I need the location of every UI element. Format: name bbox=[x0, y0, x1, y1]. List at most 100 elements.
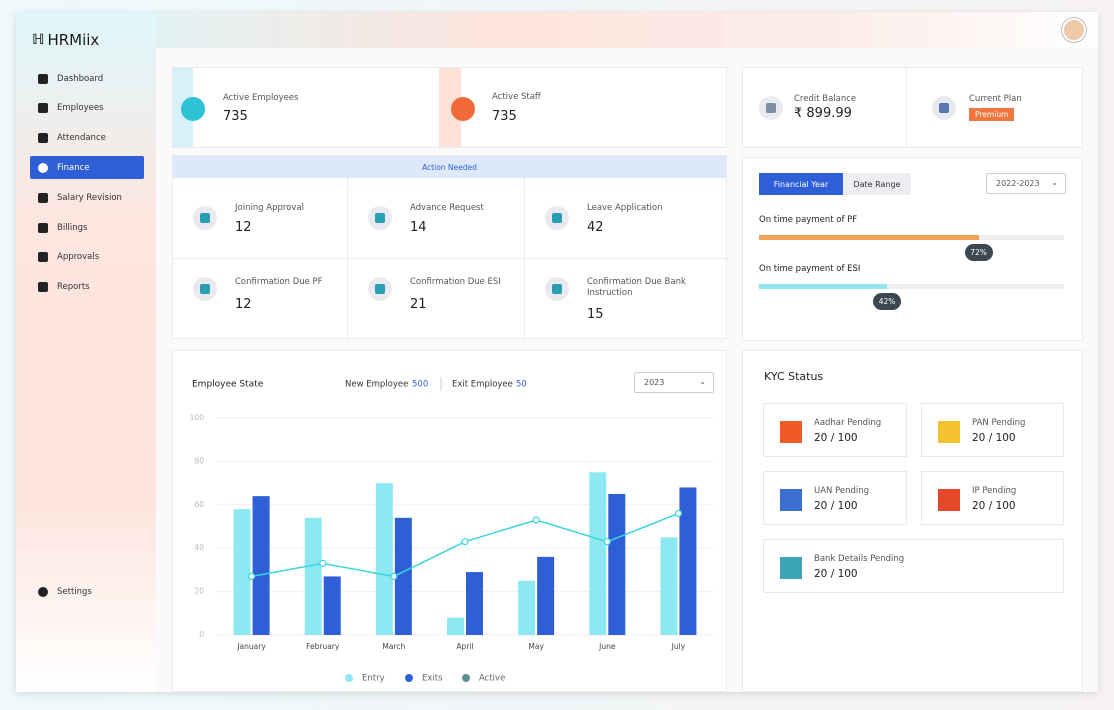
action-value: 42 bbox=[587, 220, 604, 235]
bar-label: On time payment of ESI bbox=[759, 264, 861, 274]
y-tick-label: 60 bbox=[194, 500, 204, 509]
y-tick-label: 20 bbox=[194, 587, 204, 596]
select-value: 2022-2023 bbox=[996, 179, 1040, 188]
sidebar bbox=[16, 12, 156, 692]
bar-track bbox=[759, 284, 1064, 289]
nav-item[interactable]: Attendance bbox=[30, 127, 144, 150]
progress-bar bbox=[759, 284, 888, 289]
x-tick-label: March bbox=[382, 642, 405, 651]
chart-title: Employee State bbox=[192, 380, 264, 390]
avatar[interactable] bbox=[1062, 18, 1086, 42]
legend-marker bbox=[462, 674, 470, 682]
bar bbox=[394, 517, 412, 635]
accent bbox=[439, 68, 461, 147]
action-card[interactable]: Confirmation Due ESI 21 bbox=[348, 258, 525, 338]
legend-label: Active bbox=[479, 674, 505, 684]
nav-label: Reports bbox=[57, 282, 90, 293]
top-bar bbox=[16, 12, 1098, 48]
bar bbox=[679, 487, 697, 635]
bar bbox=[518, 580, 536, 635]
kyc-card[interactable]: Bank Details Pending 20 / 100 bbox=[763, 539, 1064, 593]
icon bbox=[193, 277, 217, 301]
year-select[interactable]: 2022-2023 ⌄ bbox=[986, 173, 1066, 194]
kyc-value: 20 / 100 bbox=[972, 500, 1016, 512]
point bbox=[461, 538, 469, 546]
nav-label: Attendance bbox=[57, 133, 106, 144]
bar bbox=[375, 483, 393, 635]
kyc-card[interactable]: PAN Pending 20 / 100 bbox=[921, 403, 1064, 457]
divider bbox=[906, 68, 907, 147]
logo[interactable]: ℍ HRMiix bbox=[32, 31, 99, 49]
kyc-label: PAN Pending bbox=[972, 418, 1026, 428]
bar bbox=[608, 493, 626, 635]
icon bbox=[193, 206, 217, 230]
nav-item[interactable]: Billings bbox=[30, 216, 144, 239]
tab[interactable]: Financial Year bbox=[759, 173, 843, 195]
chart-select[interactable]: 2023 ⌄ bbox=[634, 372, 714, 393]
bar bbox=[447, 617, 464, 635]
action-panel: Action Needed Joining Approval 12 Advance … bbox=[172, 155, 728, 339]
kyc-logo bbox=[938, 489, 960, 511]
action-card[interactable]: Confirmation Due PF 12 bbox=[173, 258, 348, 338]
kyc-label: UAN Pending bbox=[814, 486, 870, 496]
kyc-card[interactable]: Aadhar Pending 20 / 100 bbox=[763, 403, 907, 457]
action-label: Confirmation Due PF bbox=[235, 277, 323, 287]
legend-marker bbox=[345, 674, 353, 682]
point bbox=[390, 572, 398, 581]
x-tick-label: January bbox=[236, 642, 266, 651]
x-tick-label: April bbox=[456, 642, 473, 651]
nav-item[interactable]: Employees bbox=[30, 97, 144, 120]
bar bbox=[537, 556, 555, 635]
payments-panel: Financial Year Date Range 2022-2023 ⌄ On … bbox=[742, 157, 1083, 341]
x-tick-label: July bbox=[671, 642, 686, 651]
action-value: 14 bbox=[410, 220, 427, 235]
point bbox=[247, 572, 256, 581]
icon bbox=[368, 277, 392, 301]
y-tick-label: 100 bbox=[190, 413, 205, 422]
nav-item[interactable]: Approvals bbox=[30, 246, 144, 269]
kyc-logo bbox=[780, 557, 802, 579]
kyc-logo bbox=[780, 489, 802, 511]
nav-label: Dashboard bbox=[57, 73, 104, 84]
tab[interactable]: Date Range bbox=[843, 173, 911, 195]
icon bbox=[932, 96, 956, 120]
action-card[interactable]: Advance Request 14 bbox=[348, 178, 525, 258]
action-label: Confirmation Due Bank Instruction bbox=[587, 277, 686, 298]
action-card[interactable]: Joining Approval 12 bbox=[173, 178, 348, 258]
y-tick-label: 40 bbox=[194, 543, 204, 552]
point bbox=[603, 538, 611, 546]
y-tick-label: 80 bbox=[194, 456, 204, 465]
select-value: 2023 bbox=[644, 378, 665, 387]
point bbox=[532, 516, 540, 524]
x-tick-label: June bbox=[598, 642, 616, 651]
nav-label: Settings bbox=[57, 586, 92, 597]
credit-value: ₹ 899.99 bbox=[794, 106, 852, 121]
kyc-label: IP Pending bbox=[972, 486, 1017, 496]
action-card[interactable]: Confirmation Due Bank Instruction 15 bbox=[525, 258, 728, 338]
summary-value: 50 bbox=[516, 380, 527, 390]
stat-label: Active Staff bbox=[492, 92, 541, 102]
icon bbox=[545, 206, 569, 230]
legend-label: Exits bbox=[422, 674, 443, 684]
nav-label: Approvals bbox=[57, 252, 100, 263]
action-label: Confirmation Due ESI bbox=[410, 277, 501, 287]
action-value: 12 bbox=[235, 297, 252, 312]
bar bbox=[252, 496, 270, 635]
nav-label: Employees bbox=[57, 103, 104, 114]
nav-item[interactable]: Salary Revision bbox=[30, 186, 144, 209]
nav-label: Salary Revision bbox=[57, 192, 122, 203]
bar-value: 72% bbox=[964, 244, 993, 261]
bar bbox=[660, 537, 678, 635]
kyc-title: KYC Status bbox=[764, 370, 824, 383]
nav-settings[interactable]: Settings bbox=[30, 580, 144, 603]
icon bbox=[545, 277, 569, 301]
kyc-card[interactable]: UAN Pending 20 / 100 bbox=[763, 471, 907, 525]
nav-item[interactable]: Reports bbox=[30, 276, 144, 299]
kyc-card[interactable]: IP Pending 20 / 100 bbox=[921, 471, 1064, 525]
summary-label: Exit Employee bbox=[452, 380, 513, 390]
action-card[interactable]: Leave Application 42 bbox=[525, 178, 728, 258]
bar bbox=[233, 509, 251, 635]
nav-item[interactable]: Dashboard bbox=[30, 67, 144, 90]
nav-item[interactable]: Finance bbox=[30, 156, 144, 180]
